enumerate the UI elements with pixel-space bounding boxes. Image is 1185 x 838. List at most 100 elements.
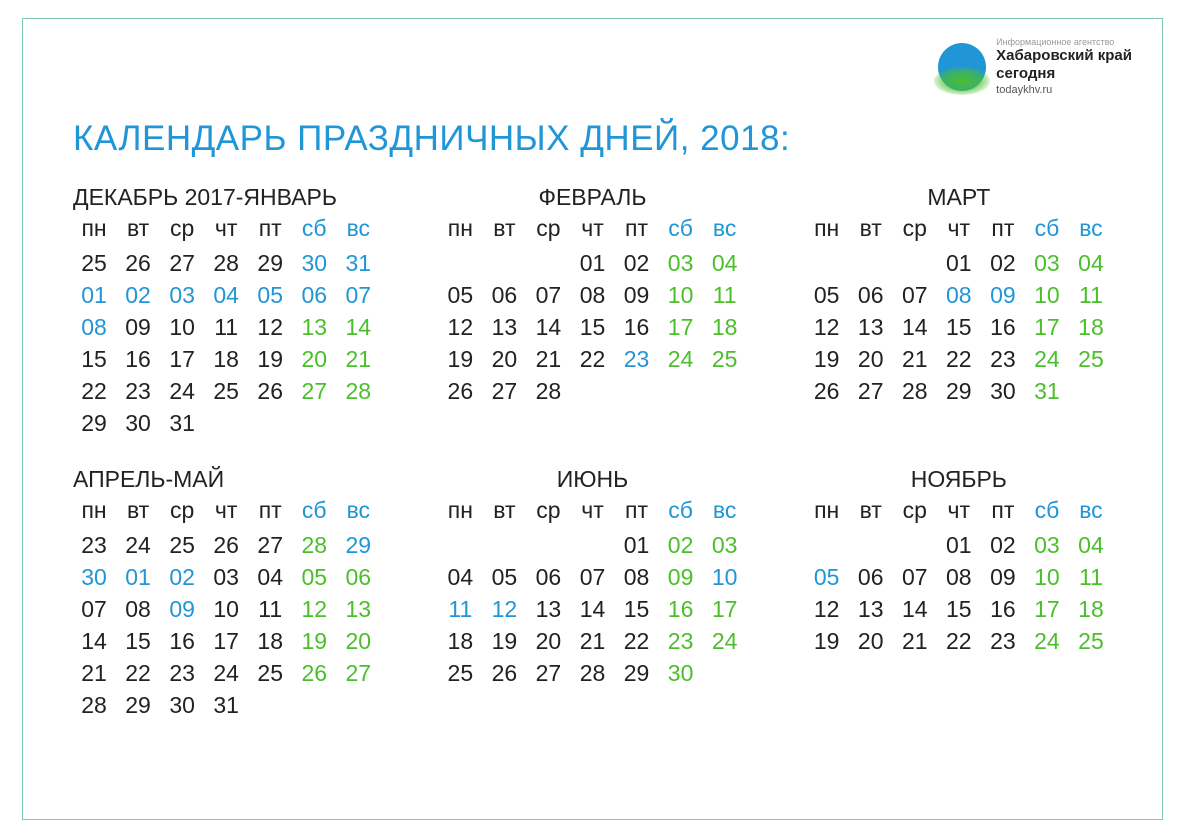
day-cell: 17 [704, 596, 746, 622]
day-cell [571, 532, 613, 558]
day-cell: 31 [337, 250, 379, 276]
weekday-label: ср [527, 215, 569, 242]
month-days: 2324252627282930010203040506070809101112… [73, 532, 379, 718]
weekday-label: пт [616, 215, 658, 242]
day-cell: 17 [660, 314, 702, 340]
weekday-label: ср [894, 215, 936, 242]
day-cell: 27 [161, 250, 203, 276]
day-cell: 01 [938, 532, 980, 558]
day-cell: 10 [161, 314, 203, 340]
day-cell: 02 [982, 250, 1024, 276]
day-cell: 13 [850, 314, 892, 340]
day-cell: 29 [117, 692, 159, 718]
day-cell: 03 [161, 282, 203, 308]
day-cell: 09 [117, 314, 159, 340]
day-cell: 18 [249, 628, 291, 654]
weekday-label: вс [337, 497, 379, 524]
page-title: КАЛЕНДАРЬ ПРАЗДНИЧНЫХ ДНЕЙ, 2018: [73, 119, 1112, 159]
month-days: 0102030405060708091011121314151617181920… [806, 250, 1112, 404]
weekday-label: чт [571, 215, 613, 242]
day-cell: 24 [1026, 346, 1068, 372]
day-cell: 18 [1070, 596, 1112, 622]
day-cell: 14 [894, 596, 936, 622]
day-cell: 07 [337, 282, 379, 308]
day-cell [806, 250, 848, 276]
logo-name-line1: Хабаровский край [996, 47, 1132, 64]
day-cell: 07 [571, 564, 613, 590]
day-cell [850, 532, 892, 558]
day-cell: 29 [73, 410, 115, 436]
day-cell: 05 [806, 564, 848, 590]
month-block: ФЕВРАЛЬпнвтсрчтптсбвс0102030405060708091… [439, 184, 745, 436]
weekday-header: пнвтсрчтптсбвс [439, 497, 745, 524]
calendar-grid: ДЕКАБРЬ 2017-ЯНВАРЬпнвтсрчтптсбвс2526272… [73, 184, 1112, 718]
day-cell: 25 [205, 378, 247, 404]
logo-block: Информационное агентство Хабаровский кра… [938, 37, 1132, 96]
day-cell: 03 [704, 532, 746, 558]
day-cell: 03 [1026, 532, 1068, 558]
month-title: ДЕКАБРЬ 2017-ЯНВАРЬ [73, 184, 379, 211]
day-cell: 30 [293, 250, 335, 276]
day-cell: 18 [704, 314, 746, 340]
day-cell: 16 [982, 596, 1024, 622]
day-cell: 04 [704, 250, 746, 276]
day-cell: 24 [205, 660, 247, 686]
day-cell: 20 [293, 346, 335, 372]
day-cell: 14 [571, 596, 613, 622]
day-cell: 17 [205, 628, 247, 654]
day-cell: 23 [660, 628, 702, 654]
day-cell: 26 [117, 250, 159, 276]
weekday-label: сб [660, 497, 702, 524]
day-cell: 16 [660, 596, 702, 622]
month-days: 2526272829303101020304050607080910111213… [73, 250, 379, 436]
day-cell: 18 [205, 346, 247, 372]
day-cell: 03 [1026, 250, 1068, 276]
day-cell: 20 [850, 628, 892, 654]
weekday-label: вт [850, 215, 892, 242]
day-cell: 21 [337, 346, 379, 372]
day-cell: 06 [483, 282, 525, 308]
day-cell: 02 [660, 532, 702, 558]
day-cell: 30 [117, 410, 159, 436]
day-cell: 28 [337, 378, 379, 404]
weekday-label: пн [73, 497, 115, 524]
day-cell: 21 [527, 346, 569, 372]
day-cell: 27 [293, 378, 335, 404]
day-cell: 09 [982, 282, 1024, 308]
day-cell: 26 [483, 660, 525, 686]
weekday-label: сб [660, 215, 702, 242]
day-cell: 28 [527, 378, 569, 404]
day-cell: 14 [337, 314, 379, 340]
day-cell: 01 [117, 564, 159, 590]
weekday-label: вт [850, 497, 892, 524]
day-cell: 23 [161, 660, 203, 686]
day-cell: 11 [249, 596, 291, 622]
day-cell: 06 [850, 564, 892, 590]
day-cell: 22 [938, 628, 980, 654]
day-cell: 22 [616, 628, 658, 654]
weekday-label: пн [439, 215, 481, 242]
weekday-label: ср [527, 497, 569, 524]
weekday-label: вт [117, 215, 159, 242]
weekday-header: пнвтсрчтптсбвс [806, 497, 1112, 524]
day-cell: 11 [205, 314, 247, 340]
day-cell: 03 [660, 250, 702, 276]
day-cell: 12 [483, 596, 525, 622]
day-cell: 28 [894, 378, 936, 404]
day-cell: 22 [938, 346, 980, 372]
logo-icon [938, 43, 986, 91]
day-cell: 24 [704, 628, 746, 654]
day-cell: 25 [73, 250, 115, 276]
day-cell: 05 [439, 282, 481, 308]
day-cell: 06 [850, 282, 892, 308]
day-cell: 28 [205, 250, 247, 276]
day-cell: 14 [527, 314, 569, 340]
day-cell: 16 [161, 628, 203, 654]
day-cell: 15 [938, 314, 980, 340]
day-cell: 21 [894, 628, 936, 654]
weekday-header: пнвтсрчтптсбвс [806, 215, 1112, 242]
day-cell: 08 [73, 314, 115, 340]
logo-text: Информационное агентство Хабаровский кра… [996, 37, 1132, 96]
month-title: НОЯБРЬ [806, 466, 1112, 493]
day-cell: 08 [616, 564, 658, 590]
